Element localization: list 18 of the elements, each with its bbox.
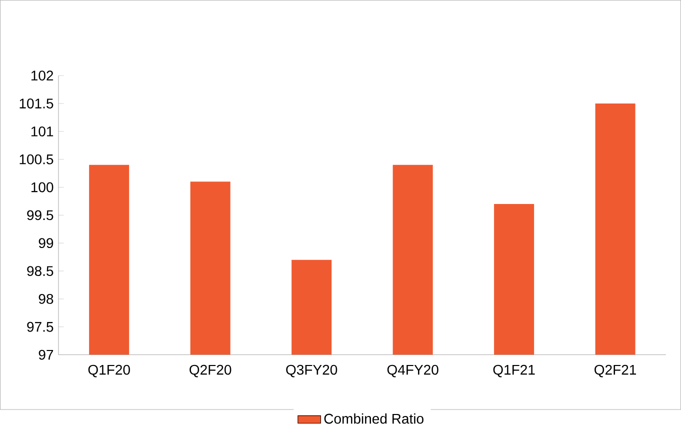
x-tick-label: Q3FY20 <box>286 364 338 378</box>
y-tick-label: 98.5 <box>27 266 54 276</box>
x-tick-label: Q1F20 <box>88 364 130 378</box>
y-tick-label: 97.5 <box>27 322 54 332</box>
x-tick-label: Q1F21 <box>493 364 535 378</box>
y-tick-label: 99 <box>38 238 54 248</box>
y-tick-label: 98 <box>38 294 54 304</box>
y-tick-label: 99.5 <box>27 210 54 220</box>
x-tick-label: Q4FY20 <box>387 364 438 378</box>
legend-label: Combined Ratio <box>324 413 424 424</box>
y-tick-label: 101 <box>31 126 54 136</box>
x-tick-label: Q2F21 <box>594 364 636 378</box>
y-tick-label: 97 <box>38 350 54 360</box>
y-tick-label: 102 <box>31 70 54 81</box>
x-tick-label: Q2F20 <box>190 364 232 378</box>
y-tick-label: 101.5 <box>20 98 54 109</box>
y-tick-label: 100 <box>31 182 54 192</box>
y-tick-label: 100.5 <box>20 154 54 164</box>
